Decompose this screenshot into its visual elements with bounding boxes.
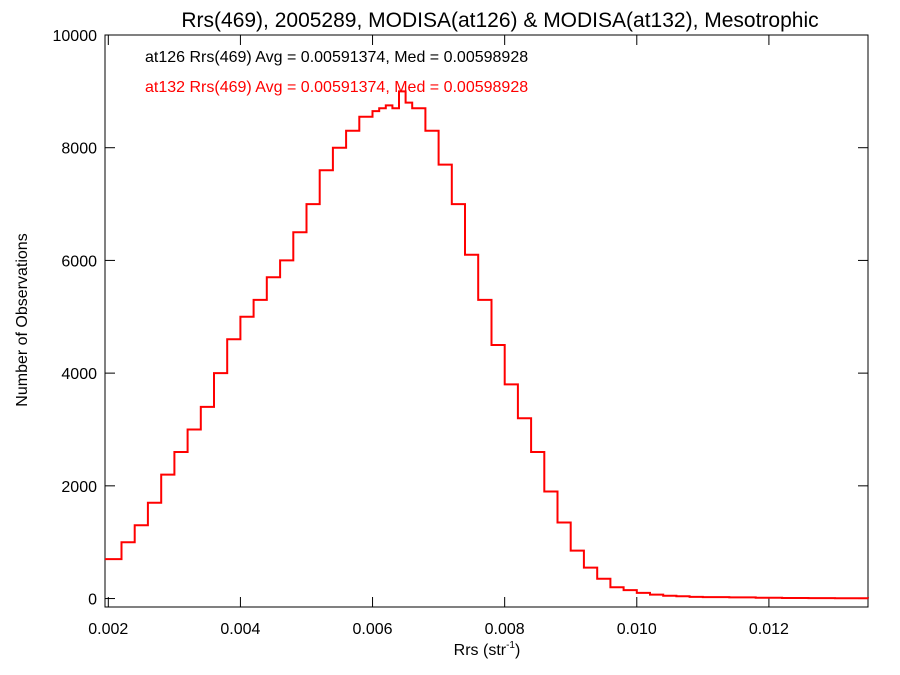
- annotation-at126: at126 Rrs(469) Avg = 0.00591374, Med = 0…: [145, 49, 528, 66]
- y-tick-label: 6000: [61, 253, 97, 270]
- x-tick-label: 0.002: [88, 621, 128, 638]
- y-tick-label: 8000: [61, 141, 97, 158]
- x-tick-label: 0.012: [749, 621, 789, 638]
- tick-labels: 0.002 0.004 0.006 0.008 0.010 0.012 0 2000 4000 6…: [53, 28, 790, 638]
- y-tick-label: 2000: [61, 479, 97, 496]
- x-tick-label: 0.006: [353, 621, 393, 638]
- series-layer: [105, 90, 869, 600]
- x-tick-label: 0.008: [485, 621, 525, 638]
- plot-frame: [104, 34, 869, 608]
- y-tick-label: 10000: [53, 28, 98, 45]
- x-tick-label: 0.010: [617, 621, 657, 638]
- chart-title: Rrs(469), 2005289, MODISA(at126) & MODIS…: [181, 9, 818, 32]
- x-axis-label: Rrs (str-1): [454, 640, 521, 659]
- x-tick-label: 0.004: [220, 621, 260, 638]
- axis-ticks: [105, 34, 868, 607]
- series-line-0: [105, 90, 869, 600]
- annotation-at132: at132 Rrs(469) Avg = 0.00591374, Med = 0…: [145, 79, 528, 96]
- y-tick-label: 0: [88, 592, 97, 609]
- y-axis-label: Number of Observations: [14, 233, 31, 406]
- y-tick-label: 4000: [61, 366, 97, 383]
